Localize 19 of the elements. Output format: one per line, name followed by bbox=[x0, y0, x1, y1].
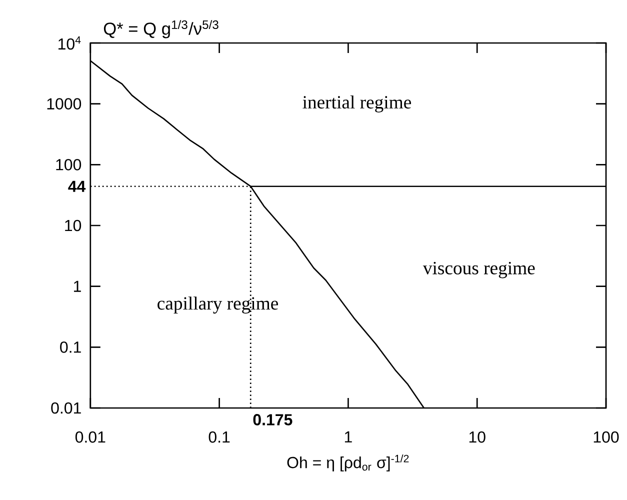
y-tick-label: 0.1 bbox=[60, 342, 81, 353]
y-tick-label: 0.01 bbox=[51, 402, 81, 414]
annotation: capillary regime bbox=[158, 296, 278, 314]
annotation: inertial regime bbox=[302, 95, 412, 112]
x-tick-label: 100 bbox=[594, 431, 619, 443]
y-tick-label: 100 bbox=[56, 159, 82, 170]
annotation: viscous regime bbox=[422, 262, 535, 278]
y-tick-label: 10$^{4}$ bbox=[58, 36, 81, 50]
y-tick-label: 1000 bbox=[47, 98, 82, 110]
y-tick-label: 10 bbox=[65, 220, 82, 232]
x-tick-label: 0.01 bbox=[75, 431, 106, 443]
y-tick-label: 1 bbox=[74, 280, 81, 292]
y-axis-title: Q* = Q g$^{1/3}$/ν$^{5/3}$ bbox=[104, 20, 218, 38]
ref-line-label: 0.175 bbox=[253, 414, 292, 426]
x-tick-label: 0.1 bbox=[208, 431, 230, 443]
x-axis-title: Oh = η [ρd$_{or}$ σ]$^{-1/2}$ bbox=[287, 454, 409, 472]
ref-line-label: 44 bbox=[68, 180, 86, 192]
x-tick-label: 10 bbox=[469, 431, 486, 443]
x-tick-label: 1 bbox=[344, 431, 352, 442]
